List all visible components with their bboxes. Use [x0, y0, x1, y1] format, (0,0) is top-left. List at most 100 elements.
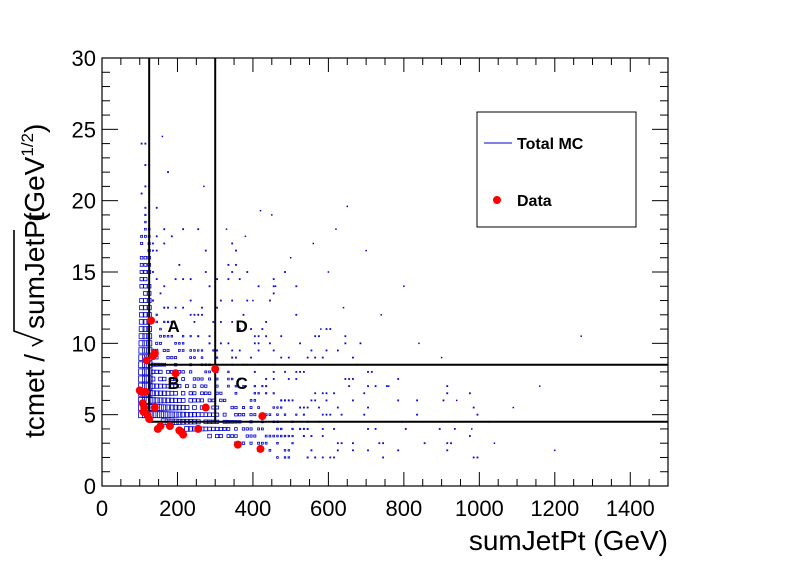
mc-bin — [176, 411, 183, 418]
mc-bin — [180, 398, 186, 403]
mc-bin — [472, 406, 475, 409]
data-point — [150, 403, 159, 412]
mc-bin — [329, 456, 332, 459]
mc-bin — [219, 299, 222, 302]
mc-bin — [333, 392, 335, 395]
mc-bin — [188, 412, 194, 418]
y-tick-label: 30 — [72, 46, 96, 71]
mc-bin — [161, 390, 167, 396]
data-point — [145, 414, 154, 423]
mc-bin — [204, 391, 208, 396]
mc-bin — [382, 456, 385, 459]
mc-bin — [385, 385, 388, 388]
mc-bin — [150, 390, 156, 397]
mc-bin — [167, 306, 169, 309]
y-axis-title-sqrt-arg: sumJetPt — [19, 212, 50, 329]
mc-bin — [283, 456, 287, 459]
mc-bin — [162, 348, 166, 352]
mc-bin — [468, 392, 471, 395]
mc-bin — [245, 427, 249, 431]
mc-bin — [265, 378, 268, 380]
mc-bin — [367, 449, 369, 452]
mc-bin — [325, 413, 328, 416]
mc-bin — [173, 390, 178, 396]
mc-bin — [241, 427, 246, 431]
mc-bin — [151, 299, 154, 302]
mc-bin — [178, 342, 181, 345]
x-tick-label: 400 — [235, 496, 272, 521]
mc-point — [225, 228, 228, 230]
mc-bin — [397, 378, 400, 380]
data-point — [150, 349, 159, 358]
mc-bin — [170, 334, 174, 338]
mc-bin — [370, 370, 373, 373]
mc-bin — [161, 397, 168, 404]
mc-point — [418, 342, 420, 345]
mc-bin — [138, 375, 146, 383]
mc-bin — [416, 399, 418, 402]
legend-data-marker — [493, 196, 501, 204]
mc-bin — [242, 406, 245, 410]
mc-bin — [283, 413, 287, 416]
mc-bin — [192, 405, 197, 410]
mc-bin — [144, 227, 147, 231]
mc-bin — [181, 377, 185, 381]
mc-bin — [168, 411, 175, 418]
mc-point — [161, 135, 164, 138]
mc-bin — [208, 377, 211, 381]
mc-bin — [193, 349, 196, 352]
x-tick-label: 1400 — [606, 496, 655, 521]
mc-bin — [318, 406, 320, 409]
y-axis-title-unit: (GeV1/2) — [18, 124, 50, 222]
mc-bin — [264, 434, 268, 438]
data-point — [201, 403, 210, 412]
mc-bin — [291, 442, 294, 445]
mc-bin — [284, 370, 286, 373]
mc-bin — [193, 313, 196, 316]
mc-bin — [325, 399, 328, 402]
mc-bin — [207, 398, 212, 403]
mc-bin — [180, 411, 186, 418]
mc-bin — [138, 368, 146, 376]
mc-bin — [272, 292, 275, 295]
mc-bin — [261, 328, 264, 330]
mc-bin — [367, 406, 369, 409]
mc-bin — [446, 442, 449, 445]
mc-bin — [234, 427, 238, 431]
mc-bin — [218, 426, 223, 431]
mc-bin — [438, 428, 441, 430]
mc-bin — [249, 399, 253, 402]
mc-bin — [325, 328, 328, 330]
mc-bin — [227, 370, 230, 374]
mc-bin — [314, 456, 317, 459]
mc-bin — [155, 235, 158, 238]
legend-data-label: Data — [517, 193, 552, 210]
mc-bin — [219, 398, 223, 403]
mc-bin — [189, 278, 192, 281]
region-label-d: D — [235, 317, 247, 336]
mc-point — [271, 214, 273, 216]
mc-bin — [276, 441, 279, 445]
mc-bin — [272, 434, 275, 438]
mc-point — [342, 306, 345, 309]
mc-bin — [193, 321, 196, 323]
mc-bin — [257, 392, 260, 395]
mc-bin — [329, 413, 332, 416]
mc-bin — [189, 370, 193, 374]
mc-bin — [174, 356, 178, 360]
mc-bin — [219, 391, 223, 395]
mc-bin — [318, 335, 320, 338]
mc-bin — [230, 377, 234, 381]
mc-point — [440, 356, 443, 359]
data-point — [156, 422, 165, 431]
mc-bin — [196, 398, 201, 403]
mc-bin — [174, 278, 177, 281]
mc-bin — [142, 326, 149, 332]
mc-bin — [231, 321, 234, 323]
mc-bin — [142, 347, 149, 354]
mc-bin — [310, 449, 313, 452]
y-axis-title-main: tcmet / — [19, 354, 50, 438]
region-label-a: A — [168, 317, 180, 336]
mc-bin — [234, 405, 238, 410]
